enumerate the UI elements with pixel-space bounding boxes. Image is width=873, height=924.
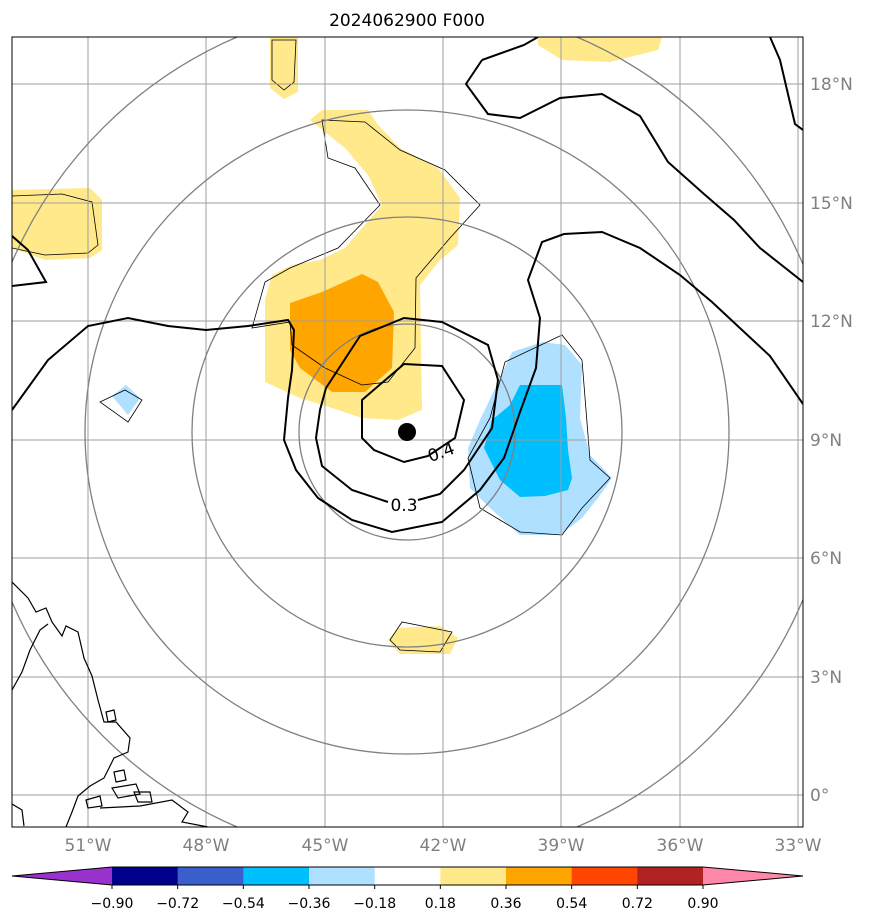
lightblue-patch-west bbox=[112, 385, 140, 415]
positive-anomaly-fills bbox=[12, 37, 662, 654]
colorbar-segment bbox=[112, 867, 179, 885]
colorbar-segment bbox=[506, 867, 573, 885]
contour-north-east bbox=[464, 59, 803, 283]
colorbar-tick-label: −0.90 bbox=[91, 896, 134, 912]
coastline-south bbox=[99, 799, 209, 827]
colorbar-tick-label: 0.72 bbox=[622, 896, 653, 912]
lon-label-33w: 33°W bbox=[775, 836, 822, 856]
contour-0.4 bbox=[361, 362, 466, 464]
lat-label-3: 3°N bbox=[810, 668, 842, 688]
colorbar-tick-label: −0.36 bbox=[288, 896, 331, 912]
island-4 bbox=[85, 795, 103, 809]
contour-label-0.3: 0.3 bbox=[390, 496, 417, 516]
colorbar-segment bbox=[374, 867, 441, 885]
thin-contour-west-blue bbox=[99, 389, 143, 423]
lat-label-18: 18°N bbox=[810, 75, 853, 95]
lon-label-51w: 51°W bbox=[65, 836, 112, 856]
lon-label-42w: 42°W bbox=[420, 836, 467, 856]
colorbar-segments bbox=[11, 866, 804, 886]
storm-center-marker bbox=[398, 423, 416, 441]
contour-west bbox=[12, 235, 48, 287]
colorbar-segment bbox=[177, 867, 244, 885]
colorbar-tick-label: 0.54 bbox=[556, 896, 587, 912]
colorbar-extend-low bbox=[12, 867, 112, 885]
island-2 bbox=[113, 769, 127, 783]
island-1 bbox=[105, 709, 117, 723]
colorbar-tick-label: 0.90 bbox=[687, 896, 718, 912]
lon-label-48w: 48°W bbox=[183, 836, 230, 856]
contour-0.3-inner bbox=[325, 316, 500, 501]
lat-label-12: 12°N bbox=[810, 312, 853, 332]
colorbar-segment bbox=[309, 867, 376, 885]
orange-patch-central bbox=[290, 274, 394, 392]
island-5 bbox=[133, 791, 153, 803]
yellow-patch-northeast bbox=[538, 37, 662, 62]
coastline-mainland bbox=[12, 581, 131, 827]
colorbar-segment bbox=[637, 867, 704, 885]
lat-label-6: 6°N bbox=[810, 549, 842, 569]
colorbar-segment bbox=[571, 867, 638, 885]
coastline-bottom-left bbox=[12, 803, 25, 827]
thin-contour-south bbox=[389, 621, 453, 653]
thin-contour-east bbox=[467, 334, 611, 536]
range-ring-1 bbox=[298, 323, 516, 541]
colorbar: −0.90 −0.72 −0.54 −0.36 −0.18 0.18 0.36 0.54 0.7… bbox=[11, 866, 804, 912]
negative-anomaly-fills bbox=[112, 342, 612, 535]
thin-contour-west bbox=[12, 193, 99, 256]
yellow-patch-west bbox=[12, 188, 102, 260]
range-ring-3 bbox=[84, 109, 730, 755]
blue-patch-east bbox=[484, 385, 572, 497]
colorbar-tick-label: −0.72 bbox=[156, 896, 199, 912]
colorbar-tick-label: 0.18 bbox=[425, 896, 456, 912]
range-ring-2 bbox=[191, 216, 623, 648]
lat-label-15: 15°N bbox=[810, 194, 853, 214]
contour-north bbox=[481, 37, 539, 61]
colorbar-extend-high bbox=[703, 867, 803, 885]
lon-label-36w: 36°W bbox=[657, 836, 704, 856]
contour-north-east-corner bbox=[769, 37, 803, 131]
lat-label-0: 0° bbox=[810, 786, 829, 806]
map-frame bbox=[11, 36, 804, 828]
colorbar-tick-label: −0.54 bbox=[222, 896, 265, 912]
contour-0.3-inner-lower bbox=[314, 387, 389, 503]
map-title: 2024062900 F000 bbox=[329, 11, 485, 31]
colorbar-segment bbox=[440, 867, 507, 885]
thin-contour-north bbox=[271, 39, 297, 91]
colorbar-ticks: −0.90 −0.72 −0.54 −0.36 −0.18 0.18 0.36 0.54 0.7… bbox=[91, 885, 719, 912]
range-rings bbox=[12, 37, 803, 827]
colorbar-tick-label: 0.36 bbox=[490, 896, 521, 912]
colorbar-tick-label: −0.18 bbox=[353, 896, 396, 912]
map-area: 0.4 0.3 bbox=[12, 37, 803, 827]
lat-label-9: 9°N bbox=[810, 431, 842, 451]
coastline bbox=[12, 581, 209, 827]
lon-label-39w: 39°W bbox=[538, 836, 585, 856]
thick-contours bbox=[12, 37, 803, 534]
latitude-labels: 18°N 15°N 12°N 9°N 6°N 3°N 0° bbox=[810, 75, 853, 806]
coastline-west-edge bbox=[12, 623, 49, 691]
island-3 bbox=[111, 783, 141, 799]
lon-label-45w: 45°W bbox=[302, 836, 349, 856]
contour-0.3-outer bbox=[12, 230, 803, 534]
colorbar-segment bbox=[243, 867, 310, 885]
graticule bbox=[12, 37, 803, 827]
longitude-labels: 51°W 48°W 45°W 42°W 39°W 36°W 33°W bbox=[65, 836, 822, 856]
